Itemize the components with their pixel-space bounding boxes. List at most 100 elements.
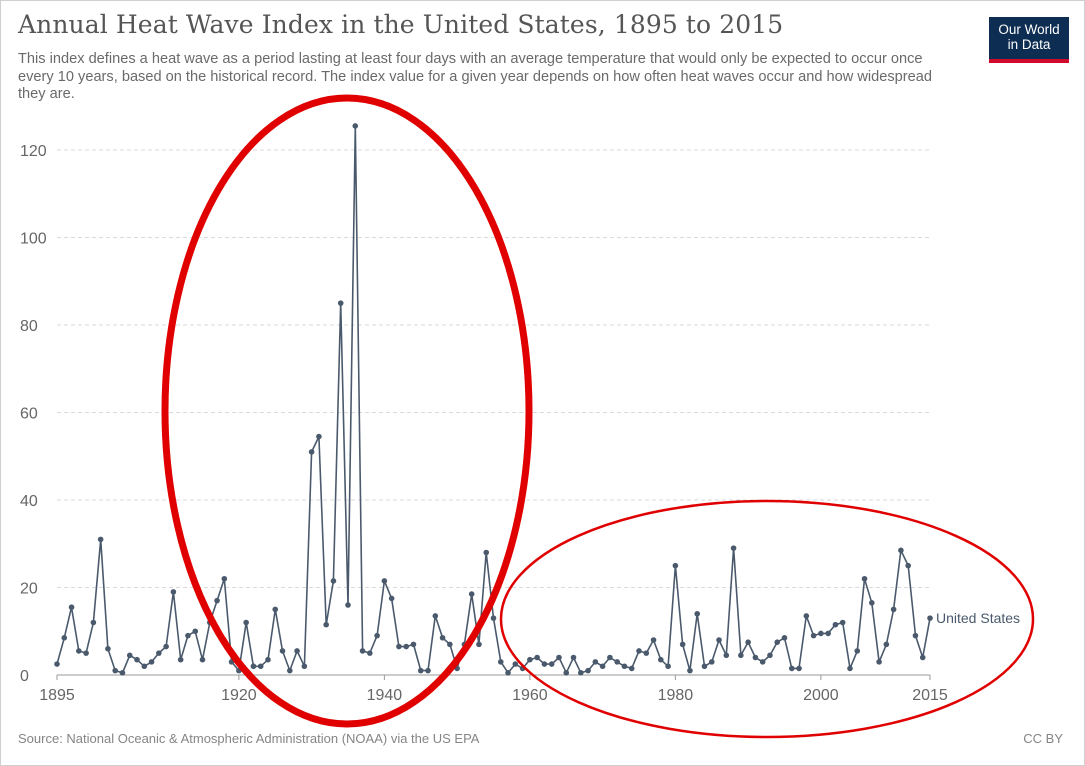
data-point[interactable] — [541, 661, 548, 667]
data-point[interactable] — [105, 645, 111, 652]
data-point[interactable] — [614, 659, 620, 665]
data-point[interactable] — [119, 670, 126, 676]
data-point[interactable] — [578, 670, 584, 676]
data-point[interactable] — [912, 632, 919, 639]
data-point[interactable] — [585, 667, 591, 674]
data-point[interactable] — [68, 604, 75, 610]
data-point[interactable] — [876, 659, 882, 665]
data-point[interactable] — [345, 602, 351, 608]
data-point[interactable] — [199, 656, 206, 663]
data-point[interactable] — [752, 654, 759, 661]
data-point[interactable] — [548, 661, 555, 667]
owid-logo[interactable]: Our World in Data — [989, 17, 1069, 63]
data-point[interactable] — [650, 637, 657, 643]
data-point[interactable] — [854, 648, 861, 654]
data-point[interactable] — [796, 665, 802, 672]
data-point[interactable] — [352, 123, 359, 129]
data-point[interactable] — [643, 650, 650, 656]
data-point[interactable] — [134, 656, 140, 663]
data-point[interactable] — [607, 654, 613, 661]
data-point[interactable] — [272, 606, 279, 613]
data-point[interactable] — [563, 670, 570, 676]
data-point[interactable] — [90, 619, 97, 626]
data-point[interactable] — [432, 613, 439, 619]
data-point[interactable] — [163, 643, 169, 650]
data-point[interactable] — [839, 619, 846, 626]
data-point[interactable] — [301, 663, 308, 670]
data-point[interactable] — [330, 578, 337, 584]
data-point[interactable] — [294, 648, 300, 654]
data-point[interactable] — [192, 628, 199, 635]
license-link[interactable]: CC BY — [1023, 731, 1063, 746]
data-point[interactable] — [745, 639, 751, 645]
data-point[interactable] — [257, 663, 264, 670]
data-point[interactable] — [687, 667, 693, 674]
data-point[interactable] — [250, 663, 257, 670]
data-point[interactable] — [97, 536, 104, 543]
data-point[interactable] — [54, 661, 60, 667]
series-label-united-states[interactable]: United States — [936, 610, 1020, 626]
data-point[interactable] — [468, 591, 475, 597]
data-point[interactable] — [61, 635, 68, 641]
data-point[interactable] — [672, 562, 679, 569]
data-point[interactable] — [265, 656, 271, 663]
data-point[interactable] — [170, 589, 177, 595]
data-point[interactable] — [243, 619, 249, 626]
data-point[interactable] — [83, 650, 89, 656]
data-point[interactable] — [847, 665, 853, 672]
data-point[interactable] — [890, 606, 897, 613]
data-point[interactable] — [658, 656, 664, 663]
data-point[interactable] — [316, 433, 322, 440]
data-point[interactable] — [359, 648, 366, 654]
data-point[interactable] — [417, 667, 424, 674]
data-point[interactable] — [781, 635, 788, 641]
data-point[interactable] — [738, 652, 744, 659]
data-point[interactable] — [825, 630, 831, 637]
data-point[interactable] — [287, 667, 293, 674]
data-point[interactable] — [512, 661, 519, 667]
data-point[interactable] — [337, 300, 344, 306]
data-point[interactable] — [367, 650, 373, 656]
data-point[interactable] — [730, 545, 737, 551]
data-point[interactable] — [505, 670, 511, 676]
data-point[interactable] — [592, 659, 599, 665]
data-point[interactable] — [141, 663, 148, 670]
data-point[interactable] — [185, 632, 191, 639]
data-point[interactable] — [374, 632, 380, 639]
data-point[interactable] — [701, 663, 708, 670]
data-point[interactable] — [869, 600, 875, 606]
data-point[interactable] — [803, 613, 810, 619]
data-point[interactable] — [279, 648, 286, 654]
data-point[interactable] — [410, 641, 417, 648]
data-point[interactable] — [759, 659, 766, 665]
data-point[interactable] — [323, 621, 329, 628]
data-point[interactable] — [148, 659, 155, 665]
data-point[interactable] — [156, 650, 162, 656]
data-point[interactable] — [556, 654, 562, 661]
data-point[interactable] — [628, 665, 635, 672]
data-point[interactable] — [767, 652, 773, 659]
data-point[interactable] — [570, 654, 577, 661]
data-point[interactable] — [810, 632, 817, 639]
data-point[interactable] — [832, 621, 839, 628]
data-point[interactable] — [476, 641, 482, 648]
data-point[interactable] — [818, 630, 824, 637]
data-point[interactable] — [534, 654, 540, 661]
data-point[interactable] — [76, 648, 82, 654]
data-point[interactable] — [112, 667, 118, 674]
data-point[interactable] — [905, 562, 911, 569]
data-point[interactable] — [527, 656, 533, 663]
data-point[interactable] — [490, 615, 497, 621]
data-point[interactable] — [636, 648, 642, 654]
data-point[interactable] — [898, 547, 904, 554]
data-point[interactable] — [621, 663, 628, 670]
data-point[interactable] — [177, 656, 184, 663]
data-point[interactable] — [425, 667, 431, 674]
data-point[interactable] — [308, 449, 315, 455]
data-point[interactable] — [483, 549, 490, 556]
data-point[interactable] — [381, 578, 388, 584]
data-point[interactable] — [388, 595, 395, 602]
data-point[interactable] — [716, 637, 722, 643]
data-point[interactable] — [861, 575, 868, 582]
data-point[interactable] — [403, 643, 410, 650]
